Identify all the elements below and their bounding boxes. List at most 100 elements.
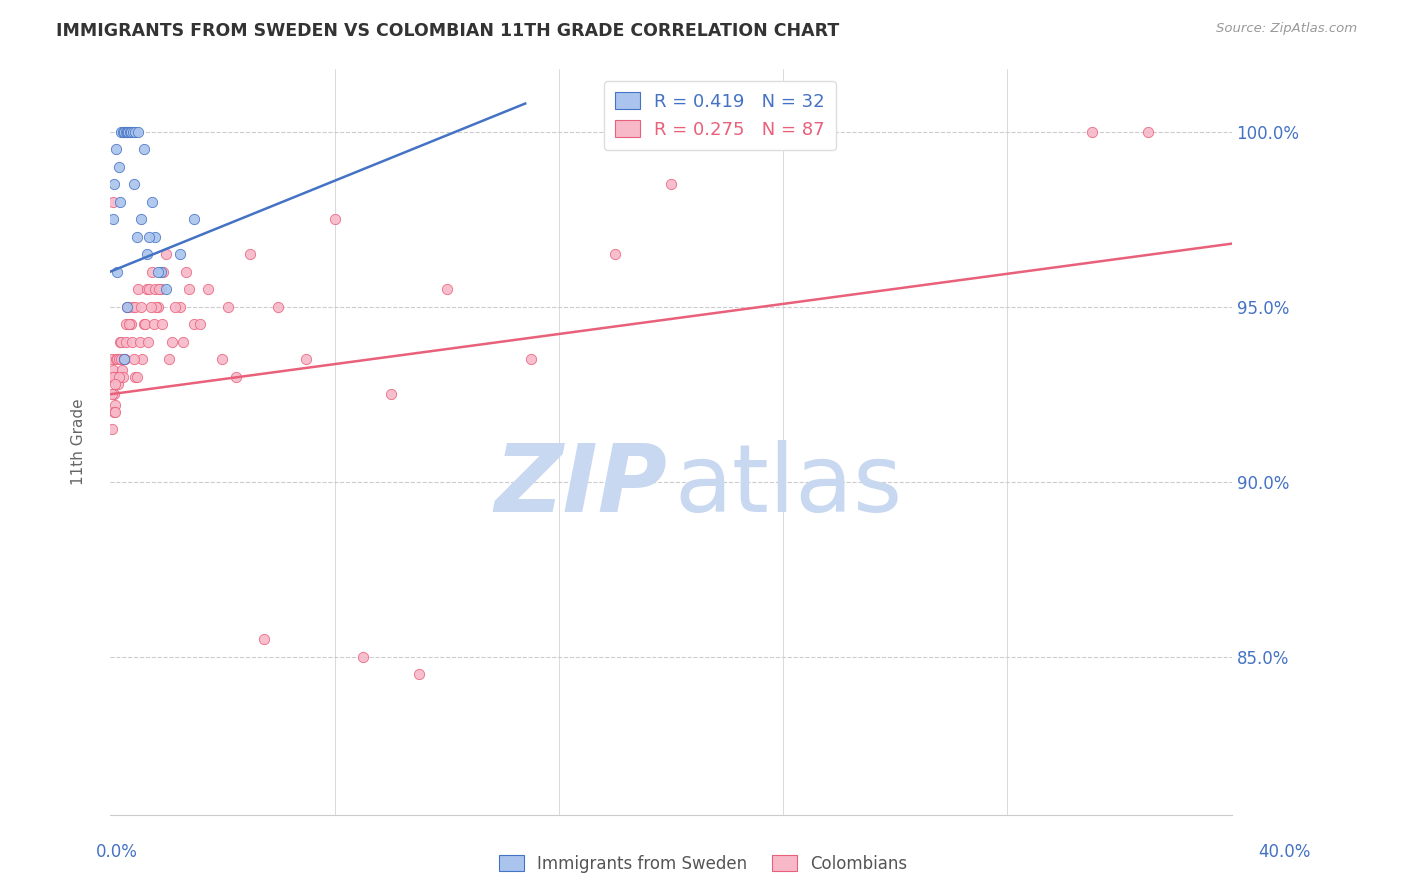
Legend: R = 0.419   N = 32, R = 0.275   N = 87: R = 0.419 N = 32, R = 0.275 N = 87	[603, 81, 835, 150]
Point	[101, 194, 124, 209]
Point	[118, 124, 141, 138]
Point	[104, 376, 127, 391]
Point	[253, 632, 276, 647]
Point	[101, 352, 124, 367]
Text: atlas: atlas	[675, 441, 903, 533]
Point	[132, 142, 155, 156]
Point	[125, 369, 148, 384]
Point	[110, 124, 132, 138]
Point	[111, 369, 134, 384]
Point	[115, 300, 138, 314]
Point	[150, 317, 173, 331]
Point	[139, 300, 162, 314]
Point	[603, 247, 626, 261]
Point	[111, 124, 134, 138]
Point	[436, 282, 458, 296]
Point	[111, 363, 134, 377]
Point	[112, 352, 135, 367]
Point	[124, 300, 146, 314]
Point	[105, 265, 128, 279]
Point	[112, 352, 135, 367]
Point	[101, 363, 124, 377]
Point	[352, 649, 374, 664]
Point	[177, 282, 200, 296]
Point	[104, 405, 127, 419]
Point	[124, 369, 146, 384]
Text: Source: ZipAtlas.com: Source: ZipAtlas.com	[1216, 22, 1357, 36]
Point	[120, 124, 142, 138]
Text: 0.0%: 0.0%	[96, 843, 138, 861]
Point	[149, 282, 172, 296]
Point	[149, 265, 172, 279]
Point	[659, 177, 682, 191]
Point	[112, 352, 135, 367]
Point	[117, 300, 139, 314]
Point	[197, 282, 219, 296]
Point	[127, 282, 149, 296]
Point	[131, 352, 153, 367]
Point	[121, 334, 143, 349]
Point	[163, 300, 186, 314]
Point	[145, 300, 167, 314]
Legend: Immigrants from Sweden, Colombians: Immigrants from Sweden, Colombians	[492, 848, 914, 880]
Point	[108, 334, 131, 349]
Point	[129, 300, 152, 314]
Point	[132, 317, 155, 331]
Point	[141, 265, 163, 279]
Point	[155, 282, 177, 296]
Point	[114, 124, 136, 138]
Point	[103, 369, 125, 384]
Point	[169, 300, 191, 314]
Point	[188, 317, 211, 331]
Point	[118, 317, 141, 331]
Point	[169, 247, 191, 261]
Point	[155, 247, 177, 261]
Point	[211, 352, 233, 367]
Point	[136, 334, 159, 349]
Point	[135, 247, 157, 261]
Point	[183, 317, 205, 331]
Point	[107, 160, 129, 174]
Point	[1080, 124, 1102, 138]
Point	[135, 282, 157, 296]
Point	[122, 352, 145, 367]
Point	[101, 212, 124, 227]
Point	[138, 229, 160, 244]
Point	[124, 124, 146, 138]
Point	[128, 334, 150, 349]
Point	[172, 334, 194, 349]
Point	[408, 667, 430, 681]
Point	[110, 352, 132, 367]
Point	[104, 352, 127, 367]
Point	[239, 247, 262, 261]
Point	[114, 317, 136, 331]
Point	[157, 352, 180, 367]
Point	[225, 369, 247, 384]
Point	[105, 369, 128, 384]
Point	[142, 317, 165, 331]
Point	[114, 352, 136, 367]
Point	[141, 194, 163, 209]
Point	[129, 212, 152, 227]
Point	[1136, 124, 1159, 138]
Point	[115, 334, 138, 349]
Point	[112, 124, 135, 138]
Point	[146, 300, 169, 314]
Text: 40.0%: 40.0%	[1258, 843, 1310, 861]
Point	[138, 282, 160, 296]
Text: ZIP: ZIP	[495, 441, 668, 533]
Point	[103, 387, 125, 401]
Point	[127, 124, 149, 138]
Point	[520, 352, 543, 367]
Point	[100, 369, 122, 384]
Point	[107, 352, 129, 367]
Point	[115, 124, 138, 138]
Point	[104, 398, 127, 412]
Point	[295, 352, 318, 367]
Point	[115, 300, 138, 314]
Text: 11th Grade: 11th Grade	[70, 398, 86, 485]
Point	[107, 376, 129, 391]
Point	[121, 124, 143, 138]
Point	[380, 387, 402, 401]
Point	[125, 229, 148, 244]
